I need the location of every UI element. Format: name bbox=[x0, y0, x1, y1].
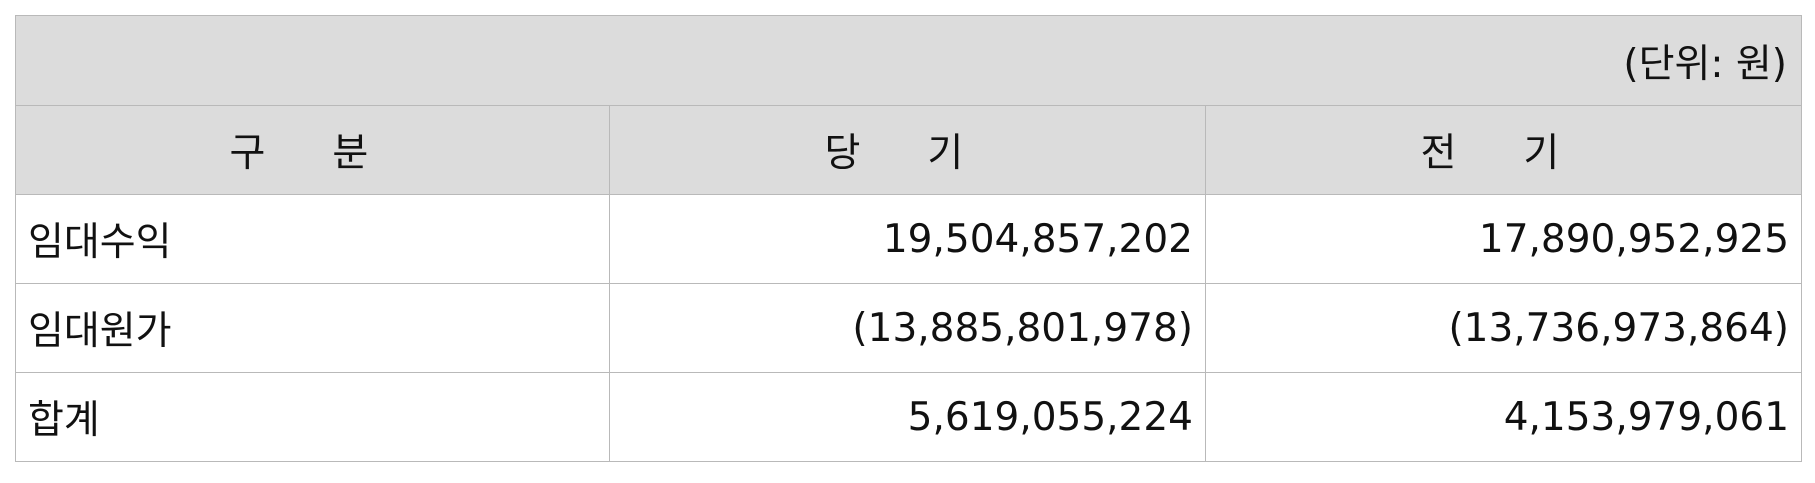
rental-income-table: (단위: 원) 구 분 당 기 전 기 임대수익 19,504,857,202 … bbox=[14, 15, 1803, 462]
current-period-value: 5,619,055,224 bbox=[609, 372, 1206, 462]
financial-table-container: (단위: 원) 구 분 당 기 전 기 임대수익 19,504,857,202 … bbox=[14, 15, 1803, 462]
column-header-current-period: 당 기 bbox=[609, 105, 1206, 195]
table-row: 임대수익 19,504,857,202 17,890,952,925 bbox=[15, 194, 1803, 284]
column-header-category: 구 분 bbox=[15, 105, 610, 195]
unit-label: (단위: 원) bbox=[14, 15, 1803, 106]
table-row: 합계 5,619,055,224 4,153,979,061 bbox=[15, 372, 1803, 462]
row-label: 임대원가 bbox=[15, 283, 610, 373]
header-row: 구 분 당 기 전 기 bbox=[15, 105, 1803, 195]
current-period-value: (13,885,801,978) bbox=[609, 283, 1206, 373]
prior-period-value: 17,890,952,925 bbox=[1204, 194, 1803, 284]
row-label: 합계 bbox=[15, 372, 610, 462]
unit-row: (단위: 원) bbox=[14, 15, 1803, 106]
row-label: 임대수익 bbox=[15, 194, 610, 284]
column-header-prior-period: 전 기 bbox=[1204, 105, 1803, 195]
prior-period-value: (13,736,973,864) bbox=[1204, 283, 1803, 373]
prior-period-value: 4,153,979,061 bbox=[1204, 372, 1803, 462]
table-row: 임대원가 (13,885,801,978) (13,736,973,864) bbox=[15, 283, 1803, 373]
current-period-value: 19,504,857,202 bbox=[609, 194, 1206, 284]
